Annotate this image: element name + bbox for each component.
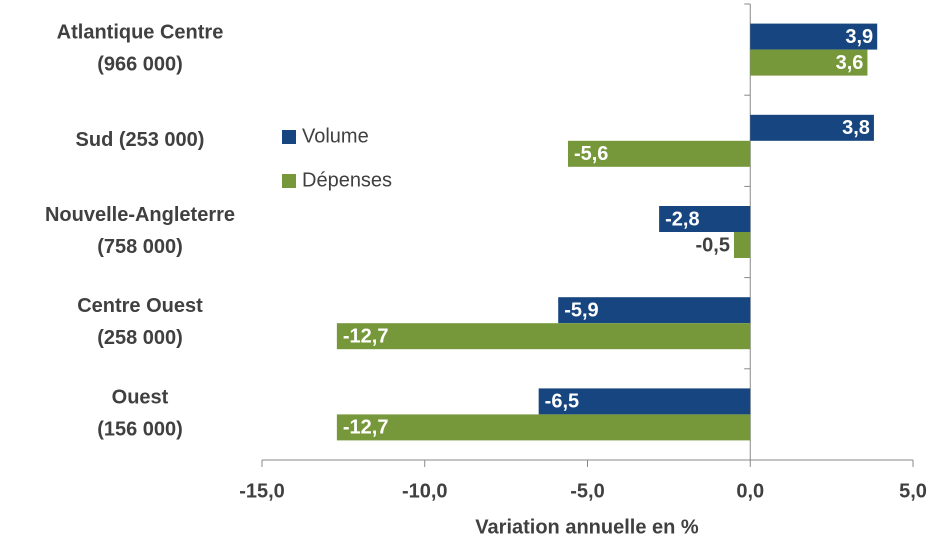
category-label: Nouvelle-Angleterre (758 000) [45, 204, 235, 258]
bar [733, 232, 751, 258]
x-tick-label: 0,0 [736, 480, 764, 502]
value-label: -12,7 [343, 417, 389, 439]
bar [538, 388, 751, 415]
category-label: Atlantique Centre (966 000) [57, 22, 224, 76]
bar [567, 140, 751, 167]
value-label: 3,9 [845, 26, 873, 48]
bar [659, 206, 751, 232]
bar [558, 297, 751, 324]
x-tick-label: -10,0 [402, 480, 448, 502]
bar [336, 323, 751, 350]
legend-swatch [282, 174, 296, 188]
legend-label: Dépenses [302, 169, 392, 191]
value-label: 3,6 [836, 52, 864, 74]
value-label: -5,6 [574, 143, 608, 165]
value-label: -5,9 [564, 299, 598, 321]
bar [750, 23, 878, 50]
category-label: Sud (253 000) [76, 129, 205, 151]
category-label: Ouest (156 000) [97, 387, 183, 441]
value-label: -6,5 [545, 391, 579, 413]
bar [336, 414, 751, 441]
legend-label: Volume [302, 125, 369, 147]
x-tick-label: -15,0 [239, 480, 285, 502]
bar [750, 114, 874, 141]
x-tick-label: 5,0 [899, 480, 927, 502]
value-label: -2,8 [665, 208, 699, 230]
category-label: Centre Ouest (258 000) [77, 295, 203, 349]
value-label: 3,8 [842, 117, 870, 139]
x-tick-label: -5,0 [570, 480, 604, 502]
x-axis-title: Variation annuelle en % [475, 516, 699, 538]
legend-swatch [282, 130, 296, 144]
bar [750, 49, 868, 76]
value-label: -12,7 [343, 325, 389, 347]
value-label: -0,5 [696, 234, 730, 256]
